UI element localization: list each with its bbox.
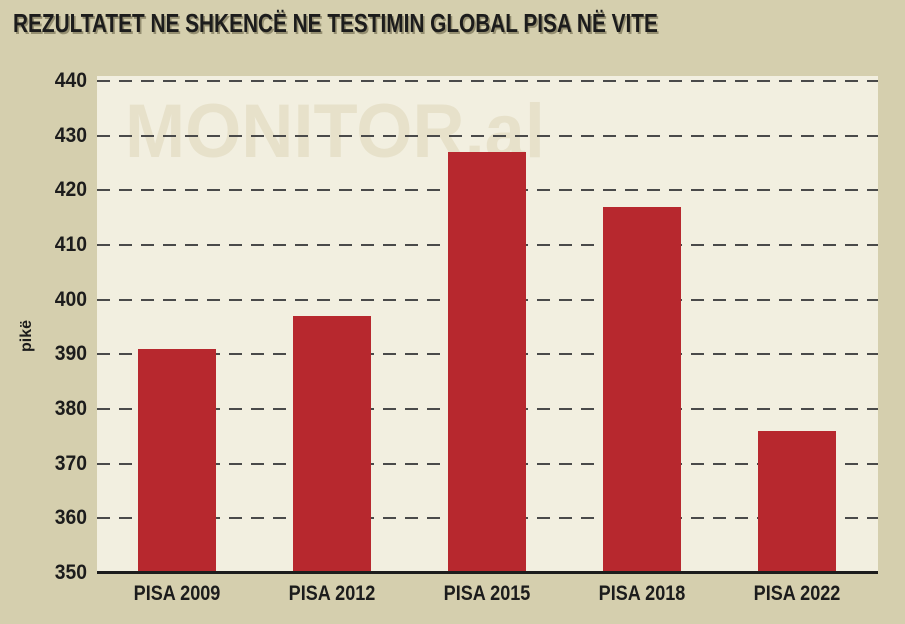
- x-tick-label-pisa-2009: PISA 2009: [133, 582, 220, 605]
- y-tick-label-420: 420: [54, 178, 87, 202]
- chart-title: REZULTATET NE SHKENCË NE TESTIMIN GLOBAL…: [13, 8, 658, 38]
- gridline-440: [97, 80, 878, 82]
- y-tick-label-380: 380: [54, 397, 87, 420]
- y-tick-label-440: 440: [54, 69, 87, 92]
- x-tick-label-pisa-2018: PISA 2018: [598, 582, 685, 605]
- y-tick-label-390: 390: [54, 342, 87, 366]
- y-tick-label-370: 370: [54, 451, 87, 475]
- y-tick-label-350: 350: [54, 561, 87, 584]
- bar-pisa-2015: [447, 152, 526, 573]
- y-tick-label-400: 400: [54, 287, 87, 311]
- y-tick-label-410: 410: [54, 233, 87, 256]
- plot-area: MONITOR.al: [97, 76, 878, 574]
- y-tick-label-430: 430: [54, 123, 87, 147]
- bar-pisa-2022: [757, 430, 836, 573]
- bar-pisa-2012: [292, 316, 371, 573]
- y-axis-title: pikë: [18, 320, 35, 353]
- x-tick-label-pisa-2012: PISA 2012: [288, 582, 375, 605]
- x-axis-line: [97, 571, 878, 574]
- x-tick-label-pisa-2022: PISA 2022: [753, 582, 840, 605]
- x-tick-label-pisa-2015: PISA 2015: [443, 582, 530, 605]
- gridline-430: [97, 134, 878, 137]
- bar-pisa-2009: [137, 348, 216, 573]
- bar-pisa-2018: [602, 206, 681, 573]
- y-tick-label-360: 360: [54, 506, 87, 530]
